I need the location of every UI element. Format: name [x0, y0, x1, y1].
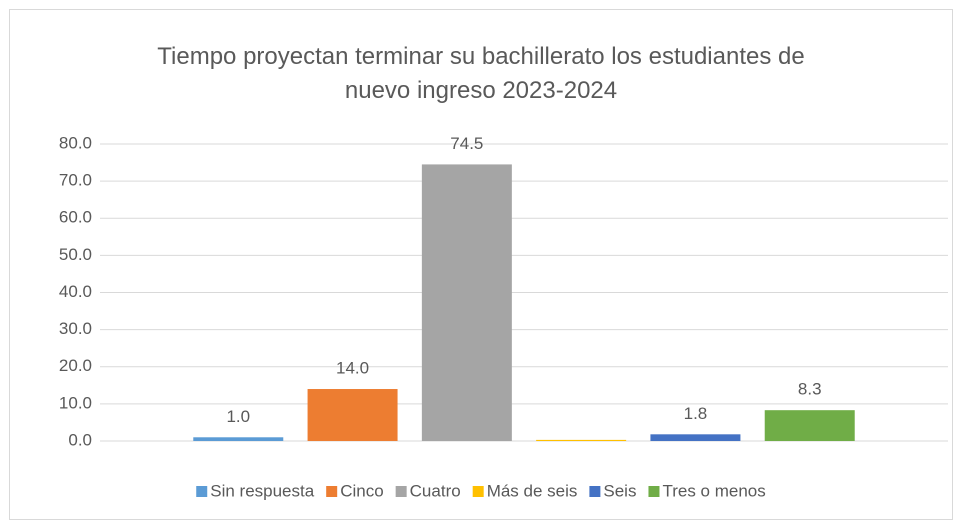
bar	[307, 389, 398, 441]
bar	[193, 437, 284, 441]
legend-swatch	[196, 486, 208, 497]
bar	[536, 439, 627, 441]
legend-label: Más de seis	[487, 481, 578, 500]
y-tick-label: 20.0	[59, 356, 92, 375]
legend-label: Sin respuesta	[210, 481, 314, 500]
legend-swatch	[589, 486, 601, 497]
bar	[421, 164, 512, 441]
data-label: 1.0	[226, 407, 250, 426]
bar	[764, 410, 855, 441]
legend-swatch	[326, 486, 338, 497]
y-tick-label: 80.0	[59, 133, 92, 152]
data-label: 1.8	[684, 404, 708, 423]
chart-title: Tiempo proyectan terminar su bachillerat…	[157, 43, 805, 104]
legend-swatch	[648, 486, 660, 497]
y-tick-label: 60.0	[59, 208, 92, 227]
legend-swatch	[472, 486, 484, 497]
bar	[650, 434, 741, 441]
y-tick-label: 0.0	[68, 430, 92, 449]
data-label: 8.3	[798, 380, 822, 399]
y-tick-label: 10.0	[59, 393, 92, 412]
legend-label: Cinco	[340, 481, 383, 500]
y-tick-label: 50.0	[59, 245, 92, 264]
legend-label: Seis	[603, 481, 636, 500]
data-label: 74.5	[450, 134, 483, 153]
y-tick-label: 40.0	[59, 282, 92, 301]
y-tick-label: 30.0	[59, 319, 92, 338]
data-label: 14.0	[336, 359, 369, 378]
legend-label: Cuatro	[410, 481, 461, 500]
y-tick-label: 70.0	[59, 171, 92, 190]
legend-label: Tres o menos	[662, 481, 765, 500]
legend-swatch	[395, 486, 407, 497]
